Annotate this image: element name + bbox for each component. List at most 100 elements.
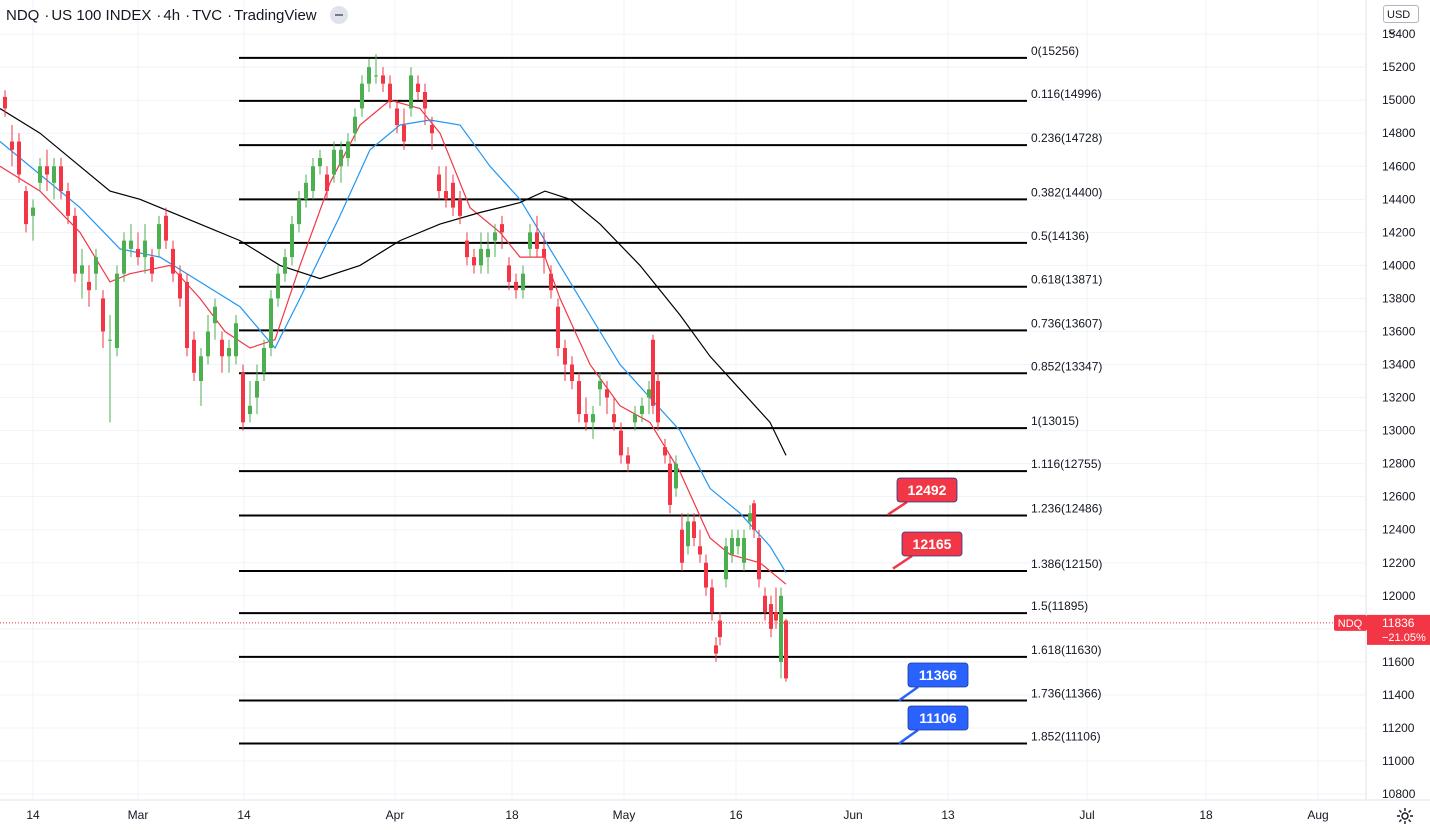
callout-box xyxy=(907,662,969,688)
candle-down xyxy=(692,521,696,538)
price-tick-label: 10800 xyxy=(1382,787,1416,801)
candle-up xyxy=(409,75,413,109)
candle-down xyxy=(87,281,91,291)
candle-down xyxy=(171,248,175,274)
fibonacci-retracement[interactable]: 0(15256) 0.116(14996) 0.236(14728) 0.382(14… xyxy=(239,44,1102,745)
currency-select[interactable]: USD xyxy=(1383,5,1419,35)
candle-down xyxy=(556,306,560,348)
price-tick-label: 11600 xyxy=(1382,655,1415,669)
candle-up xyxy=(122,240,126,274)
candle-down xyxy=(325,174,329,192)
candle-down xyxy=(241,372,245,423)
price-tick-label: 12400 xyxy=(1382,523,1416,537)
price-tick-label: 14800 xyxy=(1382,126,1416,140)
candle-down xyxy=(136,248,140,258)
target-callout-12492[interactable]: 12492 xyxy=(887,477,958,516)
symbol-ticker[interactable]: NDQ xyxy=(6,6,40,24)
candle-up xyxy=(736,537,740,547)
candle-up xyxy=(598,381,602,390)
candle-down xyxy=(704,562,708,588)
candle-up xyxy=(143,240,147,258)
candle-up xyxy=(304,182,308,200)
candle-up xyxy=(521,273,525,291)
exchange-label: TVC xyxy=(192,6,223,24)
candle-up xyxy=(479,248,483,266)
candle-up xyxy=(332,149,336,175)
time-axis[interactable]: 14 Mar 14 Apr 18 May 16 Jun 13 Jul 18 Aug xyxy=(0,799,1430,822)
target-callout-12165[interactable]: 12165 xyxy=(892,531,963,570)
callout-label: 12165 xyxy=(913,536,952,552)
candle-up xyxy=(748,513,752,522)
candle-down xyxy=(680,529,684,563)
target-callout-11106[interactable]: 11106 xyxy=(898,705,969,745)
candle-down xyxy=(535,232,539,249)
candle-down xyxy=(752,503,756,530)
last-price-marker: NDQ 11836 −21.05% xyxy=(0,614,1430,645)
candle-up xyxy=(742,537,746,563)
last-price-box xyxy=(1367,614,1430,645)
candle-down xyxy=(416,83,420,92)
candle-up xyxy=(374,75,378,77)
candle-down xyxy=(73,215,77,274)
symbol-name: US 100 INDEX xyxy=(51,6,152,24)
candle-down xyxy=(651,339,655,406)
time-tick-label: Mar xyxy=(128,808,149,822)
candle-down xyxy=(395,108,399,125)
fib-level-label: 1.386(12150) xyxy=(1031,557,1102,571)
target-callouts[interactable]: 12492 12165 11366 11106 xyxy=(887,477,969,745)
fib-level-label: 0.116(14996) xyxy=(1031,87,1102,101)
time-tick-label: 14 xyxy=(237,808,251,822)
callout-arrow xyxy=(898,728,919,745)
price-tick-label: 14000 xyxy=(1382,258,1416,272)
candle-down xyxy=(3,96,7,109)
currency-label: USD xyxy=(1387,9,1411,21)
price-tick-label: 12200 xyxy=(1382,556,1416,570)
candle-down xyxy=(381,75,385,84)
candle-up xyxy=(52,166,56,183)
gear-icon[interactable] xyxy=(1395,806,1415,826)
callout-label: 11106 xyxy=(919,710,957,726)
candle-down xyxy=(45,166,49,175)
fib-level-label: 0.852(13347) xyxy=(1031,359,1102,373)
price-tick-label: 11400 xyxy=(1382,688,1415,702)
candle-down xyxy=(769,604,773,629)
candle-down xyxy=(584,414,588,423)
candle-down xyxy=(514,281,518,291)
candle-down xyxy=(570,364,574,382)
fib-level-label: 0.736(13607) xyxy=(1031,316,1102,330)
candle-down xyxy=(542,248,546,258)
target-callout-11366[interactable]: 11366 xyxy=(898,662,969,702)
candlestick-series xyxy=(3,53,788,682)
fib-level-label: 1.236(12486) xyxy=(1031,502,1102,516)
time-tick-label: 16 xyxy=(729,808,743,822)
candle-down xyxy=(24,191,28,225)
price-tick-label: 13400 xyxy=(1382,358,1416,372)
candle-down xyxy=(605,389,609,398)
price-tick-label: 13000 xyxy=(1382,424,1416,438)
fib-level-label: 1.852(11106) xyxy=(1031,729,1101,743)
symbol-tag xyxy=(1334,614,1367,631)
collapse-legend-button[interactable] xyxy=(329,6,348,24)
chevron-down-icon xyxy=(1388,30,1396,35)
platform-label: TradingView xyxy=(234,6,317,24)
candle-down xyxy=(10,141,14,150)
candle-up xyxy=(353,116,357,134)
candle-up xyxy=(276,273,280,299)
candle-up xyxy=(647,389,651,398)
symbol-header[interactable]: NDQ · US 100 INDEX · 4h · TVC · TradingV… xyxy=(6,4,351,26)
candle-down xyxy=(774,612,778,621)
time-tick-label: Apr xyxy=(386,808,405,822)
price-tick-label: 14400 xyxy=(1382,192,1416,206)
candle-down xyxy=(465,240,469,258)
candle-down xyxy=(718,620,722,638)
candle-down xyxy=(563,348,567,365)
price-axis[interactable]: 1080011000112001140011600118001200012200… xyxy=(1365,0,1416,801)
candle-up xyxy=(528,232,532,249)
candle-down xyxy=(710,587,714,613)
interval-label[interactable]: 4h xyxy=(163,6,181,24)
candle-down xyxy=(714,645,718,654)
candle-down xyxy=(437,174,441,192)
callout-box xyxy=(896,477,958,503)
candle-up xyxy=(730,537,734,555)
